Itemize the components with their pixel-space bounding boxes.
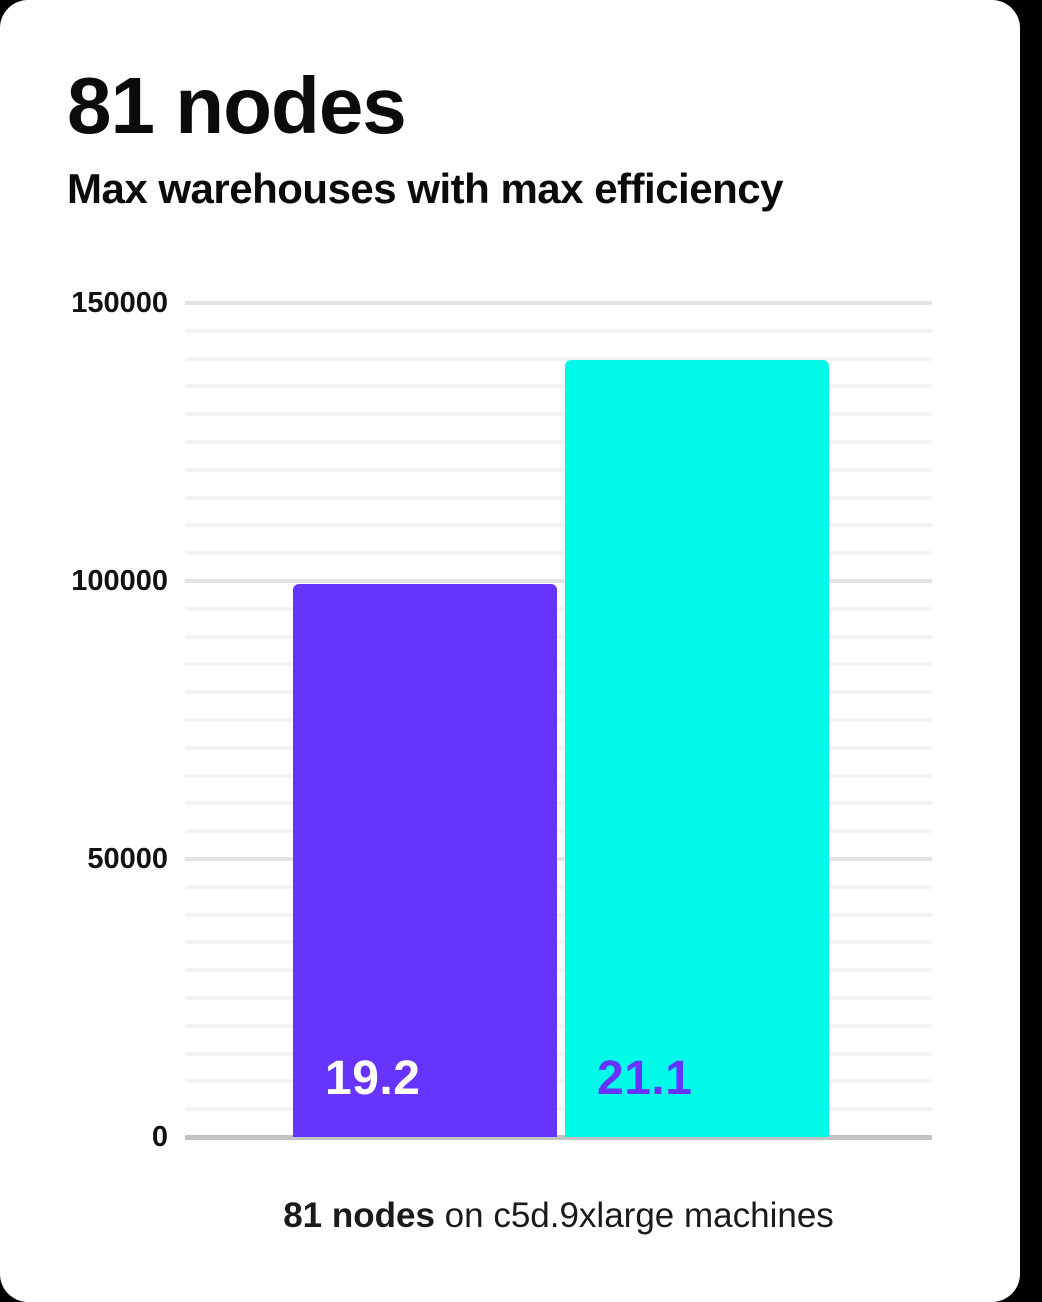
gridline-minor	[185, 996, 932, 1000]
gridline-minor	[185, 384, 932, 389]
chart-card: 81 nodes Max warehouses with max efficie…	[0, 0, 1020, 1302]
gridline-minor	[185, 634, 932, 639]
gridline-minor	[185, 1023, 932, 1028]
bar-value-label: 21.1	[597, 1052, 693, 1105]
bar-19-2: 19.2	[293, 584, 557, 1137]
y-tick-label: 150000	[71, 287, 168, 319]
gridline-minor	[185, 467, 932, 472]
gridline-minor	[185, 356, 932, 361]
gridline-minor	[185, 884, 932, 889]
gridline-minor	[185, 662, 932, 667]
gridline-minor	[185, 551, 932, 556]
gridline-minor	[185, 1107, 932, 1112]
gridline-minor	[185, 801, 932, 806]
gridline-minor	[185, 718, 932, 722]
gridline-minor	[185, 1079, 932, 1084]
gridline-minor	[185, 495, 932, 500]
chart-caption: 81 nodes on c5d.9xlarge machines	[185, 1196, 932, 1236]
bar-21-1: 21.1	[565, 359, 829, 1137]
caption-regular-text: on c5d.9xlarge machines	[434, 1196, 834, 1235]
chart-subtitle: Max warehouses with max efficiency	[67, 165, 783, 212]
plot-area: 19.2 21.1	[185, 301, 932, 1140]
gridline-minor	[185, 773, 932, 778]
gridline-minor	[185, 968, 932, 973]
gridline-minor	[185, 690, 932, 695]
caption-bold-text: 81 nodes	[283, 1196, 435, 1235]
gridline-major	[185, 301, 932, 305]
gridline-minor	[185, 940, 932, 945]
gridline-minor	[185, 912, 932, 917]
chart-title: 81 nodes	[67, 61, 407, 150]
gridline-major	[185, 579, 932, 583]
y-tick-label: 50000	[87, 843, 168, 875]
gridline-minor	[185, 412, 932, 417]
gridline-major	[185, 857, 932, 861]
x-axis-line	[185, 1135, 932, 1140]
bar-value-label: 19.2	[325, 1052, 421, 1105]
y-tick-label: 100000	[71, 565, 168, 597]
gridline-minor	[185, 606, 932, 611]
gridline-minor	[185, 328, 932, 333]
gridline-minor	[185, 829, 932, 834]
gridline-minor	[185, 523, 932, 528]
y-tick-label: 0	[151, 1121, 168, 1153]
gridline-minor	[185, 745, 932, 750]
gridline-minor	[185, 1051, 932, 1056]
gridline-minor	[185, 440, 932, 444]
